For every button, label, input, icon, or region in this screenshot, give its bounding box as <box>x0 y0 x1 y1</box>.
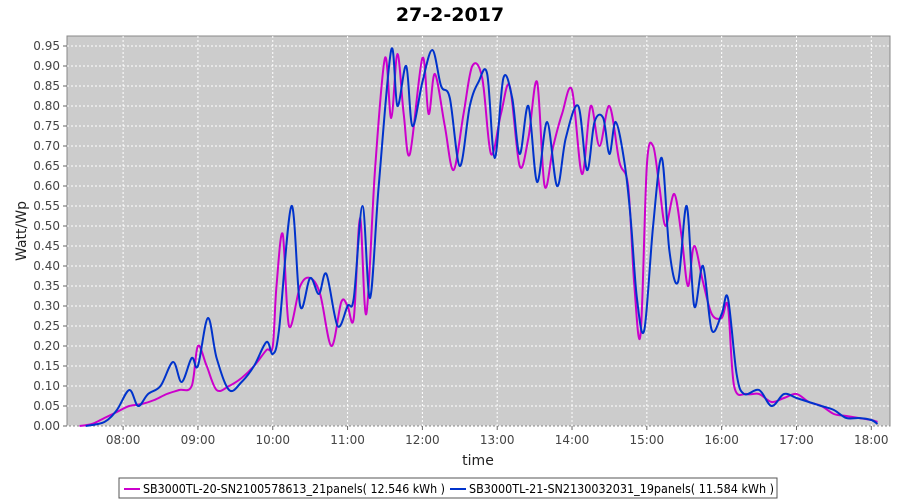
y-tick-label: 0.45 <box>33 239 60 253</box>
y-tick-label: 0.10 <box>33 379 60 393</box>
x-tick-label: 12:00 <box>405 433 440 447</box>
legend: SB3000TL-20-SN2100578613_21panels( 12.54… <box>118 477 778 499</box>
x-tick-label: 17:00 <box>779 433 814 447</box>
chart-title: 27-2-2017 <box>396 4 504 26</box>
y-tick-label: 0.35 <box>33 279 60 293</box>
x-tick-label: 09:00 <box>181 433 216 447</box>
x-tick-label: 13:00 <box>480 433 515 447</box>
y-tick-label: 0.00 <box>33 419 60 433</box>
y-tick-label: 0.50 <box>33 219 60 233</box>
x-tick-label: 16:00 <box>704 433 739 447</box>
axes: 0.00 0.05 0.10 0.15 0.20 0.25 0.30 0.35 0.40 0.45… <box>33 39 888 447</box>
y-tick-label: 0.80 <box>33 99 60 113</box>
y-tick-label: 0.70 <box>33 139 60 153</box>
y-tick-label: 0.55 <box>33 199 60 213</box>
y-tick-label: 0.90 <box>33 59 60 73</box>
y-tick-label: 0.65 <box>33 159 60 173</box>
series-line-2 <box>85 47 879 427</box>
legend-box <box>118 477 778 499</box>
plot-area <box>66 35 891 427</box>
y-tick-label: 0.60 <box>33 179 60 193</box>
legend-label-2: SB3000TL-21-SN2130032031_19panels( 11.58… <box>469 482 774 496</box>
y-tick-label: 0.25 <box>33 319 60 333</box>
grid <box>67 36 890 427</box>
y-tick-label: 0.40 <box>33 259 60 273</box>
y-tick-label: 0.95 <box>33 39 60 53</box>
y-tick-label: 0.30 <box>33 299 60 313</box>
x-tick-label: 10:00 <box>255 433 290 447</box>
y-tick-label: 0.05 <box>33 399 60 413</box>
x-tick-label: 14:00 <box>555 433 590 447</box>
x-tick-label: 15:00 <box>630 433 665 447</box>
y-tick-label: 0.85 <box>33 79 60 93</box>
y-axis-label: Watt/Wp <box>14 201 30 261</box>
series-layer <box>79 47 879 427</box>
x-axis-label: time <box>462 453 494 469</box>
x-tick-label: 08:00 <box>106 433 141 447</box>
x-tick-label: 11:00 <box>330 433 365 447</box>
y-tick-label: 0.75 <box>33 119 60 133</box>
legend-label-1: SB3000TL-20-SN2100578613_21panels( 12.54… <box>143 482 445 496</box>
y-tick-label: 0.15 <box>33 359 60 373</box>
y-tick-label: 0.20 <box>33 339 60 353</box>
x-tick-label: 18:00 <box>854 433 889 447</box>
